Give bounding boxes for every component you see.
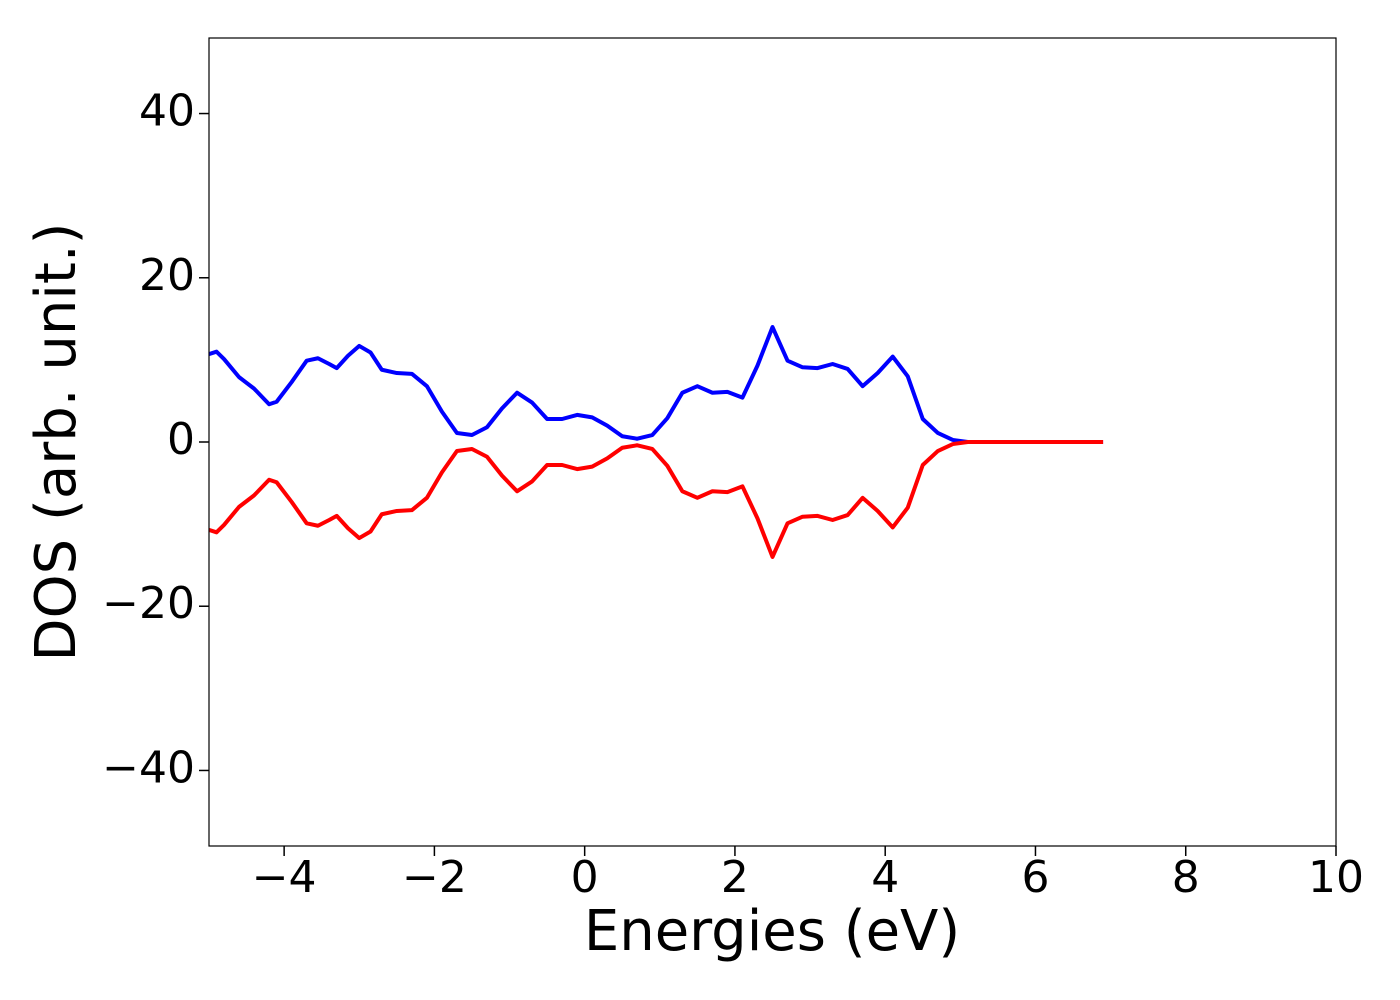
line-series: [209, 440, 1104, 559]
x-axis-label: Energies (eV): [584, 899, 960, 964]
x-tick-label: 6: [1021, 852, 1049, 903]
x-tick-label: 0: [571, 852, 599, 903]
plot-frame: [208, 37, 1337, 847]
y-tick-label: −40: [102, 742, 195, 793]
line-series: [209, 325, 1104, 444]
y-tick-label: 0: [167, 414, 195, 465]
x-tick-label: 2: [721, 852, 749, 903]
x-tick-label: −2: [402, 852, 467, 903]
y-tick-label: 40: [139, 86, 195, 137]
x-tick-label: 8: [1172, 852, 1200, 903]
y-tick-label: −20: [102, 578, 195, 629]
y-tick-label: 20: [139, 250, 195, 301]
x-tick-label: 10: [1308, 852, 1364, 903]
y-axis-label: DOS (arb. unit.): [24, 222, 89, 661]
x-tick-label: −4: [252, 852, 317, 903]
x-tick-label: 4: [871, 852, 899, 903]
